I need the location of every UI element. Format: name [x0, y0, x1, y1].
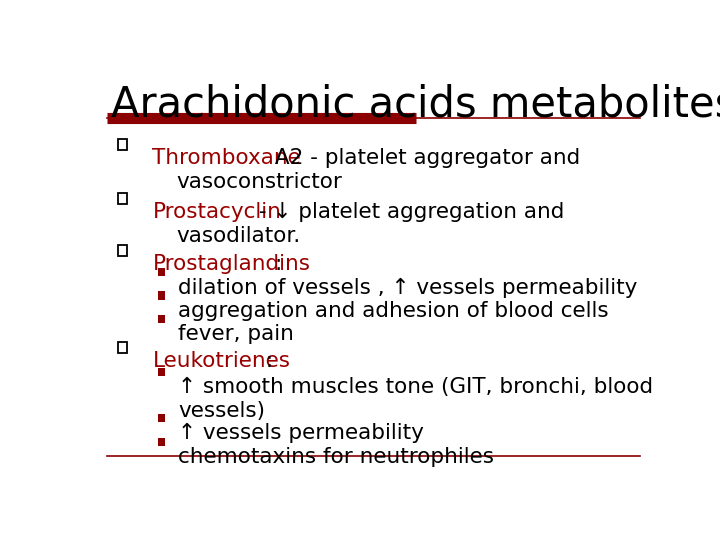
Bar [158, 315, 166, 323]
Text: dilation of vessels , ↑ vessels permeability: dilation of vessels , ↑ vessels permeabi… [178, 278, 637, 298]
Text: ↑ smooth muscles tone (GIT, bronchi, blood: ↑ smooth muscles tone (GIT, bronchi, blo… [178, 377, 653, 397]
Text: Arachidonic acids metabolites: Arachidonic acids metabolites [111, 84, 720, 125]
Text: Thromboxane: Thromboxane [153, 148, 301, 168]
Text: fever, pain: fever, pain [178, 324, 294, 345]
Text: Leukotrienes: Leukotrienes [153, 351, 290, 371]
Text: vasodilator.: vasodilator. [176, 226, 301, 246]
Text: vasoconstrictor: vasoconstrictor [176, 172, 343, 192]
Bar [118, 245, 127, 255]
Text: chemotaxins for neutrophiles: chemotaxins for neutrophiles [178, 447, 494, 467]
Text: :: : [275, 254, 282, 274]
Text: Prostaglandins: Prostaglandins [153, 254, 310, 274]
Text: ↑ vessels permeability: ↑ vessels permeability [178, 423, 424, 443]
Text: Prostacyclin: Prostacyclin [153, 202, 282, 222]
Bar [118, 342, 127, 353]
Bar [158, 292, 166, 300]
Bar [118, 139, 127, 150]
Text: :: : [259, 351, 274, 371]
Text: vessels): vessels) [178, 401, 265, 421]
Bar [158, 268, 166, 276]
Bar [158, 414, 166, 422]
Text: - ↓ platelet aggregation and: - ↓ platelet aggregation and [253, 202, 564, 222]
Bar [158, 438, 166, 446]
Bar [118, 193, 127, 204]
Text: aggregation and adhesion of blood cells: aggregation and adhesion of blood cells [178, 301, 609, 321]
Text: A2 - platelet aggregator and: A2 - platelet aggregator and [268, 148, 580, 168]
Bar [158, 368, 166, 376]
